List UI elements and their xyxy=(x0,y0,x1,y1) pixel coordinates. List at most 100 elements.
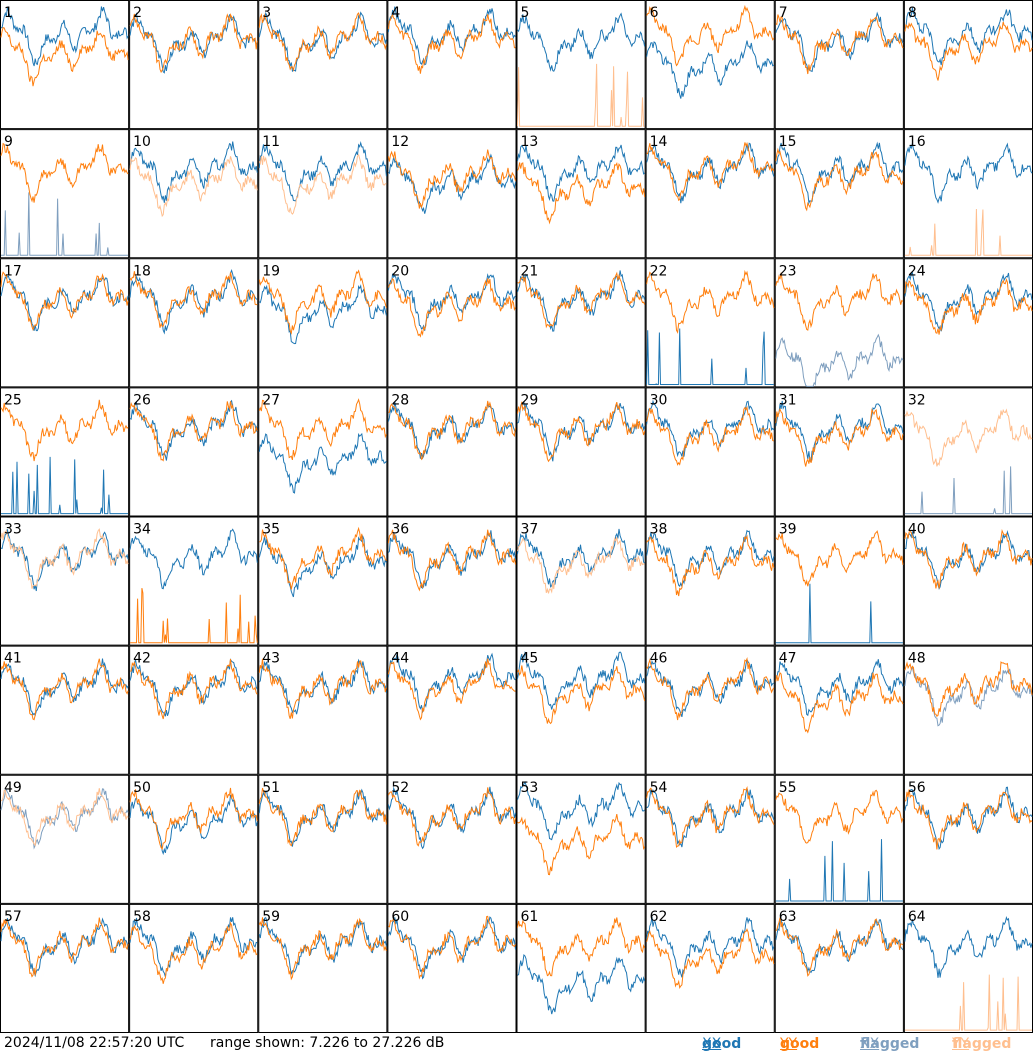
series-good-yy-20 xyxy=(387,277,516,338)
series-good-yy-38 xyxy=(646,534,775,597)
panel-frame xyxy=(516,903,646,1033)
series-good-yy-50 xyxy=(129,787,258,851)
series-good-yy-46 xyxy=(646,657,775,721)
panel-frame xyxy=(903,258,1033,388)
panel-2: 2 xyxy=(129,0,259,130)
panel-label: 47 xyxy=(779,651,797,667)
panel-frame xyxy=(129,258,259,388)
panel-35: 35 xyxy=(258,516,388,646)
series-good-xx-40 xyxy=(904,530,1033,590)
panel-frame xyxy=(0,774,130,904)
series-flagged-yy-10 xyxy=(129,156,258,218)
series-good-xx-21 xyxy=(517,270,646,332)
panel-27: 27 xyxy=(258,387,388,517)
panel-label: 28 xyxy=(391,392,409,408)
panel-13: 13 xyxy=(516,129,646,259)
series-good-yy-9 xyxy=(0,142,129,203)
series-good-yy-44 xyxy=(387,658,516,721)
series-good-yy-21 xyxy=(517,271,646,329)
panel-label: 50 xyxy=(133,780,151,796)
series-good-xx-62 xyxy=(646,917,775,978)
panel-label: 52 xyxy=(391,780,409,796)
panel-38: 38 xyxy=(645,516,775,646)
series-good-xx-31 xyxy=(775,400,904,463)
series-good-xx-37 xyxy=(517,528,645,588)
panel-label: 57 xyxy=(4,909,22,925)
panel-label: 61 xyxy=(521,909,539,925)
panel-frame xyxy=(774,387,904,517)
panel-64: 64 xyxy=(903,903,1033,1033)
panel-46: 46 xyxy=(645,645,775,775)
panel-frame xyxy=(516,516,646,646)
panel-frame xyxy=(258,0,388,130)
series-good-yy-45 xyxy=(517,665,646,725)
panel-frame xyxy=(516,129,646,259)
panel-43: 43 xyxy=(258,645,388,775)
series-good-xx-41 xyxy=(0,658,129,717)
series-good-xx-58 xyxy=(129,917,258,977)
panel-label: 34 xyxy=(133,522,151,538)
series-good-xx-2 xyxy=(129,12,258,74)
panel-6: 6 xyxy=(645,0,775,130)
series-good-xx-44 xyxy=(387,652,516,714)
series-good-xx-5 xyxy=(517,12,646,72)
panel-label: 26 xyxy=(133,392,151,408)
panel-label: 32 xyxy=(908,392,926,408)
panel-29: 29 xyxy=(516,387,646,517)
series-good-yy-2 xyxy=(129,12,258,74)
panel-21: 21 xyxy=(516,258,646,388)
series-good-yy-15 xyxy=(775,147,904,212)
panel-61: 61 xyxy=(516,903,646,1033)
panel-frame xyxy=(387,774,517,904)
series-good-xx-60 xyxy=(387,916,516,980)
panel-label: 36 xyxy=(391,522,409,538)
panel-5: 5 xyxy=(516,0,646,130)
panel-label: 22 xyxy=(650,263,668,279)
panel-20: 20 xyxy=(387,258,517,388)
panel-1: 1 xyxy=(0,0,130,130)
series-good-xx-14 xyxy=(646,142,775,204)
series-good-xx-10 xyxy=(129,141,258,203)
panel-4: 4 xyxy=(387,0,517,130)
panel-11: 11 xyxy=(258,129,388,259)
series-good-yy-54 xyxy=(646,785,775,849)
panel-frame xyxy=(258,903,388,1033)
panel-label: 12 xyxy=(391,134,409,150)
panel-16: 16 xyxy=(903,129,1033,259)
series-good-xx-6 xyxy=(646,40,775,99)
series-good-xx-52 xyxy=(387,786,516,850)
panel-23: 23 xyxy=(774,258,904,388)
series-good-xx-39 xyxy=(775,583,903,644)
series-good-xx-36 xyxy=(388,530,516,589)
panel-label: 51 xyxy=(262,780,280,796)
series-flagged-yy-49 xyxy=(0,788,129,847)
panel-58: 58 xyxy=(129,903,259,1033)
series-good-xx-24 xyxy=(904,271,1033,332)
series-good-xx-34 xyxy=(129,528,258,590)
series-good-yy-39 xyxy=(775,530,904,587)
panel-frame xyxy=(903,774,1033,904)
timestamp: 2024/11/08 22:57:20 UTC xyxy=(4,1035,185,1051)
panel-17: 17 xyxy=(0,258,130,388)
series-good-yy-22 xyxy=(646,269,775,334)
series-good-xx-59 xyxy=(258,916,387,975)
series-good-yy-40 xyxy=(904,528,1033,589)
series-flagged-yy-64 xyxy=(904,974,1032,1031)
panel-label: 13 xyxy=(521,134,539,150)
panel-label: 14 xyxy=(650,134,668,150)
panel-label: 19 xyxy=(262,263,280,279)
footer: 2024/11/08 22:57:20 UTC range shown: 7.2… xyxy=(4,1035,1012,1052)
panel-label: 48 xyxy=(908,651,926,667)
range-label: range shown: 7.226 to 27.226 dB xyxy=(210,1035,445,1051)
panel-label: 60 xyxy=(391,909,409,925)
panel-frame xyxy=(387,387,517,517)
series-good-xx-38 xyxy=(646,529,775,588)
panel-label: 29 xyxy=(521,392,539,408)
series-good-xx-64 xyxy=(904,916,1033,978)
panel-label: 53 xyxy=(521,780,539,796)
panel-label: 35 xyxy=(262,522,280,538)
panel-label: 1 xyxy=(4,5,13,21)
panel-45: 45 xyxy=(516,645,646,775)
panel-label: 55 xyxy=(779,780,797,796)
series-good-yy-27 xyxy=(258,398,387,461)
